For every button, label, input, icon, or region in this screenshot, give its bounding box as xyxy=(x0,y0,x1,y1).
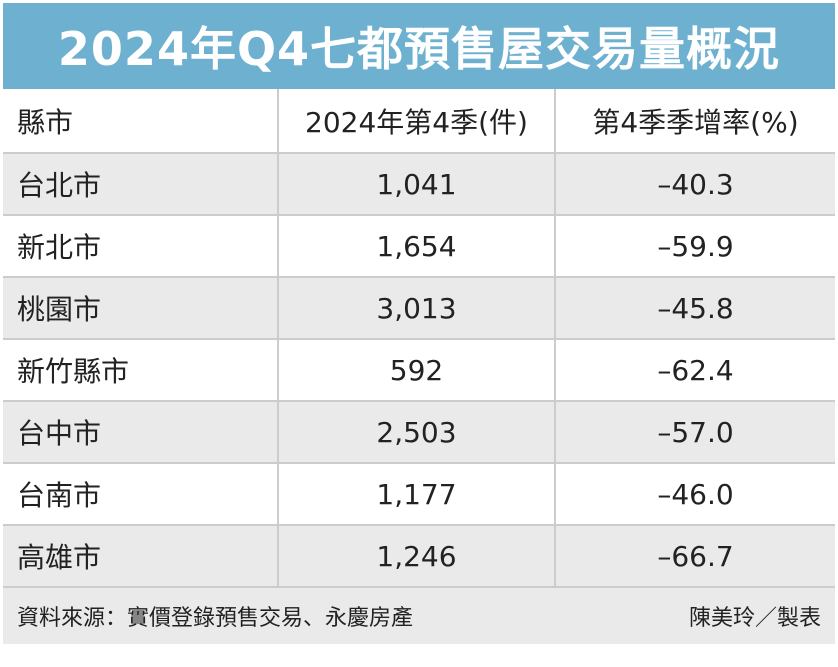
footer: 資料來源：實價登錄預售交易、永慶房產 陳美玲／製表 xyxy=(3,588,835,644)
city-cell: 新竹縣市 xyxy=(3,339,278,402)
table-row: 高雄市 1,246 –66.7 xyxy=(3,525,835,588)
city-cell: 桃園市 xyxy=(3,277,278,340)
infographic-table: 2024年Q4七都預售屋交易量概況 縣市 2024年第4季(件) 第4季季增率(… xyxy=(3,3,835,661)
table-row: 新北市 1,654 –59.9 xyxy=(3,215,835,278)
rate-cell: –57.0 xyxy=(554,401,835,464)
city-cell: 台北市 xyxy=(3,153,278,216)
header-units: 2024年第4季(件) xyxy=(277,89,555,154)
rate-cell: –40.3 xyxy=(554,153,835,216)
table-row: 新竹縣市 592 –62.4 xyxy=(3,339,835,402)
rate-cell: –66.7 xyxy=(554,525,835,588)
header-city: 縣市 xyxy=(3,89,278,154)
city-cell: 高雄市 xyxy=(3,525,278,588)
city-cell: 台中市 xyxy=(3,401,278,464)
units-cell: 1,246 xyxy=(277,525,555,588)
units-cell: 1,654 xyxy=(277,215,555,278)
rate-cell: –59.9 xyxy=(554,215,835,278)
units-cell: 2,503 xyxy=(277,401,555,464)
rate-cell: –46.0 xyxy=(554,463,835,526)
table-row: 台北市 1,041 –40.3 xyxy=(3,153,835,216)
table-row: 桃園市 3,013 –45.8 xyxy=(3,277,835,340)
header-row: 縣市 2024年第4季(件) 第4季季增率(%) xyxy=(3,89,835,154)
city-cell: 台南市 xyxy=(3,463,278,526)
units-cell: 592 xyxy=(277,339,555,402)
rate-cell: –62.4 xyxy=(554,339,835,402)
table-row: 台南市 1,177 –46.0 xyxy=(3,463,835,526)
credit-note: 陳美玲／製表 xyxy=(688,606,821,631)
units-cell: 1,177 xyxy=(277,463,555,526)
data-table: 縣市 2024年第4季(件) 第4季季增率(%) 台北市 1,041 –40.3… xyxy=(3,89,835,588)
page-title: 2024年Q4七都預售屋交易量概況 xyxy=(57,22,781,76)
rate-cell: –45.8 xyxy=(554,277,835,340)
title-bar: 2024年Q4七都預售屋交易量概況 xyxy=(3,3,835,89)
source-note: 資料來源：實價登錄預售交易、永慶房產 xyxy=(17,606,414,631)
city-cell: 新北市 xyxy=(3,215,278,278)
units-cell: 3,013 xyxy=(277,277,555,340)
units-cell: 1,041 xyxy=(277,153,555,216)
table-row: 台中市 2,503 –57.0 xyxy=(3,401,835,464)
header-rate: 第4季季增率(%) xyxy=(554,89,835,154)
